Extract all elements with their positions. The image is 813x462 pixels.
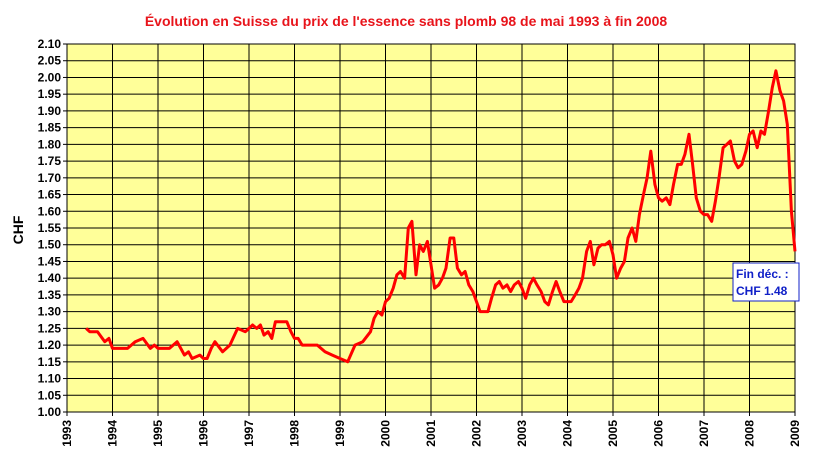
x-tick-label: 1995 xyxy=(151,420,165,447)
y-axis: 1.00 1.05 1.10 1.15 1.20 1.25 1.30 1.35 1.40 1.45… xyxy=(38,37,67,419)
x-tick-label: 1998 xyxy=(288,420,302,447)
y-tick-label: 1.90 xyxy=(38,104,62,118)
y-tick-label: 1.30 xyxy=(38,305,62,319)
y-tick-label: 2.10 xyxy=(38,37,62,51)
y-tick-label: 1.80 xyxy=(38,137,62,151)
x-tick-label: 2001 xyxy=(424,420,438,447)
x-tick-label: 2002 xyxy=(470,420,484,447)
x-tick-label: 2000 xyxy=(379,420,393,447)
x-tick-label: 1993 xyxy=(60,420,74,447)
x-tick-label: 2006 xyxy=(652,420,666,447)
x-tick-label: 1994 xyxy=(106,420,120,447)
y-tick-label: 1.35 xyxy=(38,288,62,302)
x-tick-label: 2007 xyxy=(697,420,711,447)
x-tick-label: 1996 xyxy=(197,420,211,447)
y-tick-label: 1.75 xyxy=(38,154,62,168)
y-tick-label: 1.65 xyxy=(38,188,62,202)
grid-lines xyxy=(67,44,795,412)
y-tick-label: 2.00 xyxy=(38,70,62,84)
x-tick-label: 2003 xyxy=(515,420,529,447)
x-tick-label: 1999 xyxy=(333,420,347,447)
y-tick-label: 1.50 xyxy=(38,238,62,252)
y-tick-label: 1.70 xyxy=(38,171,62,185)
y-tick-label: 1.55 xyxy=(38,221,62,235)
annotation-line-1: Fin déc. : xyxy=(736,267,789,281)
x-tick-label: 2009 xyxy=(788,420,802,447)
y-tick-label: 1.60 xyxy=(38,204,62,218)
annotation-frame xyxy=(732,262,800,302)
y-tick-label: 1.45 xyxy=(38,254,62,268)
y-tick-label: 1.05 xyxy=(38,388,62,402)
x-tick-label: 2004 xyxy=(561,420,575,447)
annotation-box: Fin déc. : CHF 1.48 xyxy=(732,262,800,302)
y-tick-label: 1.25 xyxy=(38,321,62,335)
y-tick-label: 1.15 xyxy=(38,355,62,369)
y-tick-label: 1.85 xyxy=(38,121,62,135)
y-axis-label: CHF xyxy=(10,215,26,244)
y-tick-label: 1.10 xyxy=(38,372,62,386)
x-tick-label: 2008 xyxy=(743,420,757,447)
x-axis: 1993 1994 1995 1996 1997 1998 1999 2000 2001 2002… xyxy=(60,412,802,447)
y-tick-label: 1.40 xyxy=(38,271,62,285)
y-tick-label: 1.95 xyxy=(38,87,62,101)
y-tick-label: 1.00 xyxy=(38,405,62,419)
y-tick-label: 2.05 xyxy=(38,54,62,68)
y-tick-label: 1.20 xyxy=(38,338,62,352)
x-tick-label: 2005 xyxy=(606,420,620,447)
x-tick-label: 1997 xyxy=(242,420,256,447)
series-line-price xyxy=(85,69,797,364)
annotation-line-2: CHF 1.48 xyxy=(736,284,788,298)
chart-title: Évolution en Suisse du prix de l'essence… xyxy=(145,13,668,29)
